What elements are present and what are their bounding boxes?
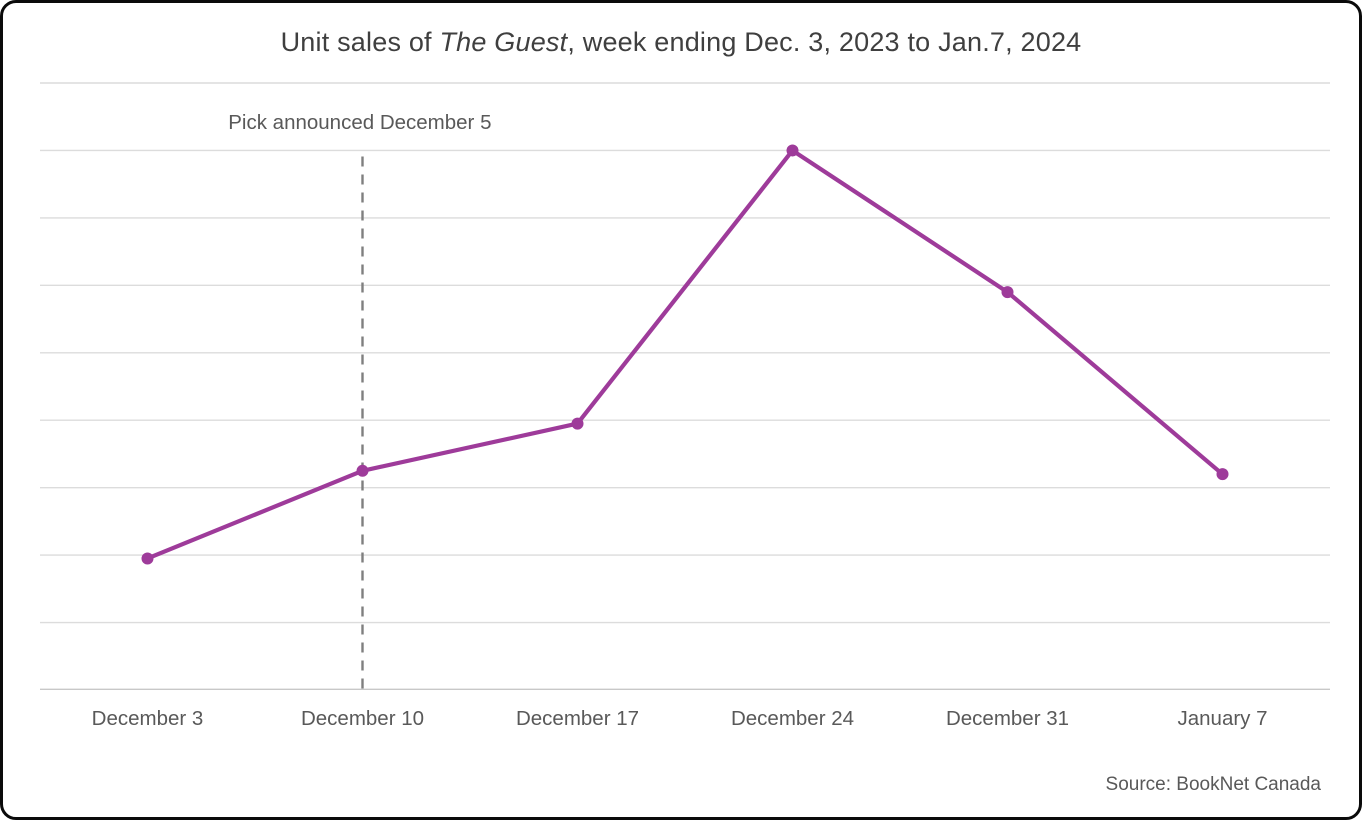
- data-point-marker: [141, 552, 154, 565]
- x-axis-label: December 24: [730, 707, 855, 730]
- chart-title-suffix: , week ending Dec. 3, 2023 to Jan.7, 202…: [567, 27, 1082, 57]
- chart-title-book-name: The Guest: [439, 27, 568, 57]
- data-point-marker: [1001, 286, 1014, 299]
- source-label: Source: BookNet Canada: [1105, 774, 1321, 795]
- x-axis-labels: December 3 December 10 December 17 December…: [40, 690, 1330, 731]
- pick-annotation-label: Pick announced December 5: [228, 111, 492, 134]
- chart-title-prefix: Unit sales of: [280, 27, 440, 57]
- x-axis-label: January 7: [1177, 707, 1268, 730]
- x-axis-label: December 31: [945, 707, 1070, 730]
- data-point-marker: [571, 417, 584, 430]
- x-axis-label: December 17: [515, 707, 640, 730]
- x-axis-label: December 3: [91, 707, 204, 730]
- plot-area: Pick announced December 5: [40, 82, 1330, 690]
- chart-title: Unit sales of The Guest, week ending Dec…: [3, 27, 1359, 58]
- data-point-marker: [356, 464, 369, 477]
- line-chart: [40, 82, 1330, 690]
- data-point-marker: [1216, 468, 1229, 481]
- unit-sales-line: [145, 148, 1225, 561]
- data-point-marker: [786, 144, 799, 157]
- x-axis-label: December 10: [300, 707, 425, 730]
